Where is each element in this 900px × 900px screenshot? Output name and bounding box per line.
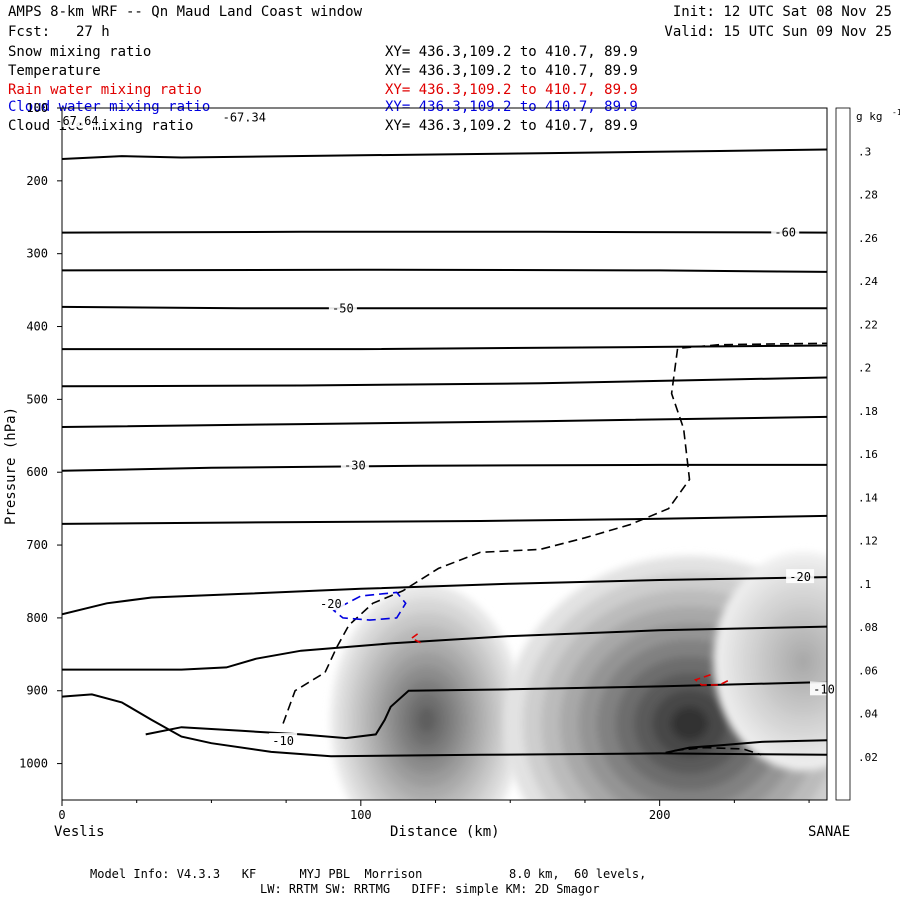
colorbar-tick-3: .08	[858, 621, 878, 634]
colorbar-tick-12: .26	[858, 232, 878, 245]
colorbar-tick-8: .18	[858, 405, 878, 418]
y-tick-label-300: 300	[26, 247, 48, 261]
temp-label-4: -30	[344, 459, 366, 473]
left-endpoint-label: Veslis	[54, 824, 105, 840]
legend-xy-cloud-water: XY= 436.3,109.2 to 410.7, 89.9	[385, 99, 638, 115]
cloud-ice-contour	[282, 342, 827, 724]
y-tick-label-100: 100	[26, 101, 48, 115]
legend-name-snow: Snow mixing ratio	[8, 44, 152, 60]
colorbar-unit-exp: -1	[892, 108, 900, 117]
model-info-line2: LW: RRTM SW: RRTMG DIFF: simple KM: 2D S…	[260, 882, 600, 896]
y-tick-label-600: 600	[26, 465, 48, 479]
temp-label-0: -67.64	[55, 114, 98, 128]
isotherm-10	[62, 625, 827, 671]
temp-label-7: -10	[272, 734, 294, 748]
temp-label-bg-8	[810, 681, 838, 696]
rain-contour-0	[410, 633, 421, 644]
snow-field-2	[713, 552, 827, 771]
legend-name-temperature: Temperature	[8, 63, 101, 79]
x-tick-label-0: 0	[58, 808, 65, 822]
temp-label-bg-5	[316, 596, 345, 611]
temp-label-bg-4	[340, 457, 369, 472]
temp-label-2: -60	[774, 226, 796, 240]
isotherm-8	[62, 514, 827, 525]
snow-field-0	[330, 585, 523, 800]
x-tick-label-100: 100	[350, 808, 372, 822]
temp-label-bg-7	[269, 733, 298, 747]
isotherm-2	[62, 268, 827, 273]
legend-xy-temperature: XY= 436.3,109.2 to 410.7, 89.9	[385, 63, 638, 79]
cloud-ice-contour-small	[674, 746, 762, 756]
colorbar-frame	[835, 107, 851, 801]
colorbar-tick-11: .24	[858, 275, 878, 288]
temp-label-bg-2	[771, 224, 800, 239]
y-tick-label-200: 200	[26, 174, 48, 188]
isotherm-6	[62, 415, 827, 428]
temp-label-6: -20	[789, 570, 811, 584]
isotherm-12	[145, 681, 827, 740]
colorbar-tick-5: .12	[858, 535, 878, 548]
colorbar-tick-0: .02	[858, 751, 878, 764]
legend-name-cloud-water: Cloud water mixing ratio	[8, 99, 211, 115]
chart-title: AMPS 8-km WRF -- Qn Maud Land Coast wind…	[8, 4, 363, 20]
x-tick-label-200: 200	[649, 808, 671, 822]
colorbar-tick-1: .04	[858, 708, 878, 721]
y-tick-label-800: 800	[26, 611, 48, 625]
forecast-value: 27 h	[76, 24, 110, 40]
x-axis-label: Distance (km)	[390, 824, 500, 840]
colorbar-tick-9: .2	[858, 362, 871, 375]
temp-label-bg-0	[50, 113, 103, 128]
y-tick-label-700: 700	[26, 538, 48, 552]
legend-name-rain: Rain water mixing ratio	[8, 82, 202, 98]
y-axis-label: Pressure (hPa)	[3, 406, 20, 526]
legend-xy-snow: XY= 436.3,109.2 to 410.7, 89.9	[385, 44, 638, 60]
colorbar-tick-4: .1	[858, 578, 871, 591]
isotherm-4	[62, 344, 827, 351]
colorbar-tick-10: .22	[858, 318, 878, 331]
cloud-water-contour	[332, 591, 407, 621]
y-tick-label-500: 500	[26, 392, 48, 406]
colorbar-tick-7: .16	[858, 448, 878, 461]
isotherm-11	[62, 693, 827, 758]
temp-label-5: -20	[320, 597, 342, 611]
temp-label-bg-3	[328, 300, 357, 315]
y-tick-label-1000: 1000	[19, 757, 48, 771]
isotherm-3	[62, 305, 827, 310]
valid-time: Valid: 15 UTC Sun 09 Nov 25	[664, 24, 892, 40]
colorbar-tick-13: .28	[858, 189, 878, 202]
colorbar-unit: g kg	[856, 110, 883, 123]
isotherm-1	[62, 230, 827, 234]
right-endpoint-label: SANAE	[808, 824, 851, 840]
isotherm-0	[62, 148, 827, 160]
legend-xy-cloud-ice: XY= 436.3,109.2 to 410.7, 89.9	[385, 118, 638, 134]
colorbar-tick-6: .14	[858, 491, 878, 504]
model-info-line1: Model Info: V4.3.3 KF MYJ PBL Morrison 8…	[90, 867, 647, 881]
isotherm-5	[62, 376, 827, 388]
legend-xy-rain: XY= 436.3,109.2 to 410.7, 89.9	[385, 82, 638, 98]
y-tick-label-900: 900	[26, 684, 48, 698]
plot-frame	[61, 107, 828, 801]
init-time: Init: 12 UTC Sat 08 Nov 25	[672, 4, 892, 20]
temp-label-bg-6	[786, 569, 815, 584]
colorbar-tick-2: .06	[858, 664, 878, 677]
temp-label-bg-1	[218, 109, 271, 124]
rain-contour-1	[693, 673, 729, 686]
isotherm-7	[62, 463, 827, 472]
temp-label-3: -50	[332, 301, 354, 315]
y-tick-label-400: 400	[26, 320, 48, 334]
colorbar-tick-14: .3	[858, 145, 871, 158]
temp-label-8: -10	[813, 682, 835, 696]
temp-label-1: -67.34	[223, 111, 266, 125]
forecast-label: Fcst:	[8, 24, 51, 40]
isotherm-9	[62, 576, 827, 616]
